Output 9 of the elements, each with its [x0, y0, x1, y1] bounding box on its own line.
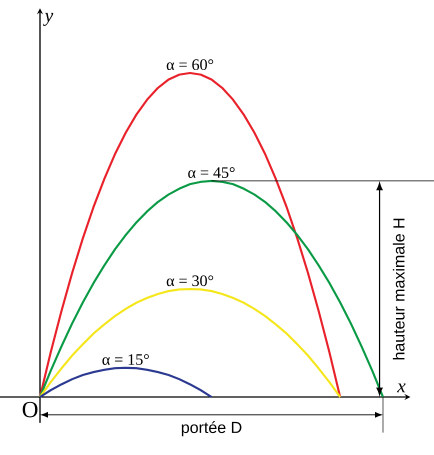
- series-label: α = 60°: [166, 59, 214, 70]
- series-label: α = 30°: [166, 275, 214, 286]
- series-label: α = 45°: [188, 167, 235, 178]
- series-label: α = 15°: [102, 354, 149, 365]
- text: portée D: [182, 421, 242, 436]
- text: hauteur maximale H: [392, 218, 405, 360]
- text: O: [22, 402, 38, 418]
- x-axis-title: x: [396, 383, 406, 392]
- y-axis-title: y: [43, 12, 54, 26]
